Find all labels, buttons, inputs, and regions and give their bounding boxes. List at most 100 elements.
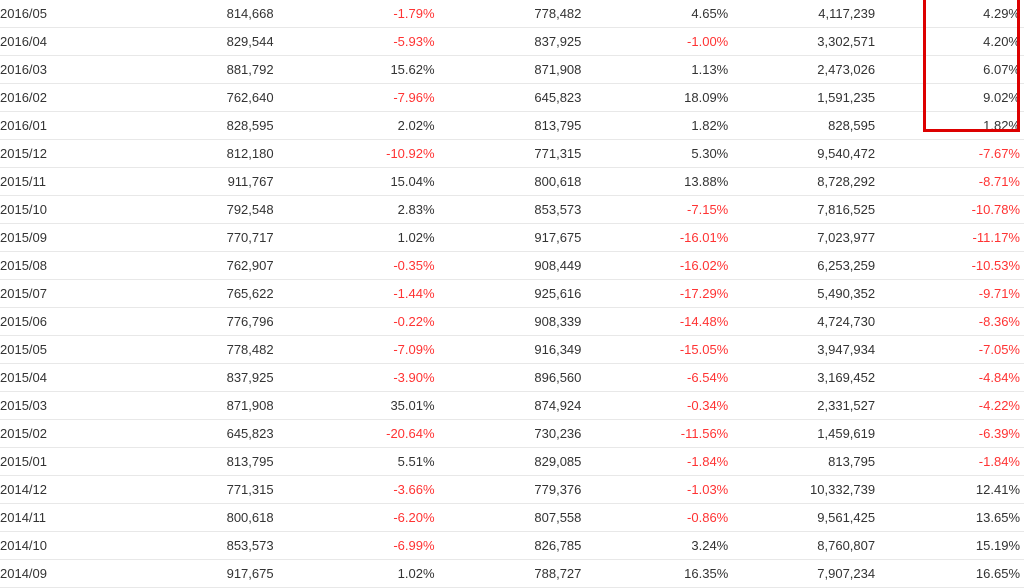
prior-volume-cell: 829,085 (434, 447, 582, 476)
volume-cell: 776,796 (150, 307, 274, 336)
period-cell: 2014/09 (0, 559, 151, 588)
table-row: 2016/04 829,544 -5.93% 837,925 -1.00% 3,302,5… (0, 27, 1024, 56)
prior-volume-cell: 813,795 (434, 111, 582, 140)
prior-change-cell: -15.05% (581, 335, 729, 364)
cumulative-change-cell: 1.82% (875, 111, 1024, 140)
cumulative-cell: 2,473,026 (728, 55, 876, 84)
table-row: 2015/01 813,795 5.51% 829,085 -1.84% 813,795-… (0, 447, 1024, 476)
period-cell: 2015/11 (0, 167, 151, 196)
table-row: 2015/12 812,180 -10.92% 771,315 5.30% 9,540,4… (0, 139, 1024, 168)
volume-cell: 762,907 (150, 251, 274, 280)
volume-change-cell: 35.01% (273, 391, 435, 420)
prior-volume-cell: 645,823 (434, 83, 582, 112)
period-cell: 2015/08 (0, 251, 151, 280)
cumulative-cell: 3,302,571 (728, 27, 876, 56)
volume-change-cell: -0.35% (273, 251, 435, 280)
cumulative-cell: 4,117,239 (728, 0, 876, 28)
prior-volume-cell: 730,236 (434, 419, 582, 448)
prior-change-cell: -17.29% (581, 279, 729, 308)
volume-change-cell: 15.04% (273, 167, 435, 196)
volume-cell: 771,315 (150, 475, 274, 504)
period-cell: 2016/03 (0, 55, 151, 84)
prior-volume-cell: 788,727 (434, 559, 582, 588)
cumulative-cell: 10,332,739 (728, 475, 876, 504)
prior-volume-cell: 871,908 (434, 55, 582, 84)
volume-change-cell: 5.51% (273, 447, 435, 476)
period-cell: 2016/01 (0, 111, 151, 140)
volume-change-cell: 15.62% (273, 55, 435, 84)
prior-change-cell: 1.82% (581, 111, 729, 140)
volume-cell: 911,767 (150, 167, 274, 196)
prior-change-cell: -1.84% (581, 447, 729, 476)
volume-change-cell: -1.44% (273, 279, 435, 308)
volume-cell: 853,573 (150, 531, 274, 560)
period-cell: 2014/12 (0, 475, 151, 504)
prior-change-cell: -6.54% (581, 363, 729, 392)
period-cell: 2016/02 (0, 83, 151, 112)
cumulative-cell: 8,760,807 (728, 531, 876, 560)
volume-change-cell: 1.02% (273, 559, 435, 588)
volume-cell: 829,544 (150, 27, 274, 56)
prior-change-cell: -7.15% (581, 195, 729, 224)
prior-change-cell: -16.01% (581, 223, 729, 252)
prior-volume-cell: 916,349 (434, 335, 582, 364)
cumulative-cell: 3,947,934 (728, 335, 876, 364)
volume-change-cell: 2.02% (273, 111, 435, 140)
cumulative-cell: 7,023,977 (728, 223, 876, 252)
volume-cell: 812,180 (150, 139, 274, 168)
period-cell: 2014/10 (0, 531, 151, 560)
prior-volume-cell: 800,618 (434, 167, 582, 196)
period-cell: 2015/12 (0, 139, 151, 168)
table-row: 2015/07 765,622 -1.44% 925,616 -17.29% 5,490,… (0, 279, 1024, 308)
prior-volume-cell: 853,573 (434, 195, 582, 224)
cumulative-change-cell: -9.71% (875, 279, 1024, 308)
volume-cell: 770,717 (150, 223, 274, 252)
volume-change-cell: -3.90% (273, 363, 435, 392)
prior-volume-cell: 896,560 (434, 363, 582, 392)
table-row: 2015/03 871,908 35.01% 874,924 -0.34% 2,331,5… (0, 391, 1024, 420)
prior-change-cell: -0.86% (581, 503, 729, 532)
cumulative-change-cell: 12.41% (875, 475, 1024, 504)
volume-cell: 813,795 (150, 447, 274, 476)
volume-cell: 837,925 (150, 363, 274, 392)
cumulative-change-cell: 13.65% (875, 503, 1024, 532)
prior-volume-cell: 826,785 (434, 531, 582, 560)
volume-change-cell: -6.20% (273, 503, 435, 532)
prior-change-cell: 1.13% (581, 55, 729, 84)
prior-change-cell: -14.48% (581, 307, 729, 336)
period-cell: 2015/06 (0, 307, 151, 336)
period-cell: 2015/05 (0, 335, 151, 364)
cumulative-change-cell: -4.84% (875, 363, 1024, 392)
cumulative-change-cell: 16.65% (875, 559, 1024, 588)
cumulative-cell: 828,595 (728, 111, 876, 140)
table-row: 2014/12 771,315 -3.66% 779,376 -1.03% 10,332,… (0, 475, 1024, 504)
cumulative-change-cell: -8.71% (875, 167, 1024, 196)
prior-change-cell: -11.56% (581, 419, 729, 448)
prior-change-cell: -0.34% (581, 391, 729, 420)
prior-volume-cell: 874,924 (434, 391, 582, 420)
period-cell: 2014/11 (0, 503, 151, 532)
table-row: 2016/02 762,640 -7.96% 645,823 18.09% 1,591,2… (0, 83, 1024, 112)
volume-change-cell: -0.22% (273, 307, 435, 336)
prior-volume-cell: 807,558 (434, 503, 582, 532)
table-row: 2016/05 814,668 -1.79% 778,482 4.65% 4,117,23… (0, 0, 1024, 28)
volume-cell: 800,618 (150, 503, 274, 532)
table-row: 2015/04 837,925 -3.90% 896,560 -6.54% 3,169,4… (0, 363, 1024, 392)
cumulative-change-cell: -11.17% (875, 223, 1024, 252)
volume-cell: 871,908 (150, 391, 274, 420)
volume-cell: 765,622 (150, 279, 274, 308)
prior-change-cell: 18.09% (581, 83, 729, 112)
volume-change-cell: -5.93% (273, 27, 435, 56)
prior-volume-cell: 771,315 (434, 139, 582, 168)
cumulative-cell: 5,490,352 (728, 279, 876, 308)
prior-change-cell: -16.02% (581, 251, 729, 280)
volume-cell: 814,668 (150, 0, 274, 28)
table-row: 2015/10 792,548 2.83% 853,573 -7.15% 7,816,52… (0, 195, 1024, 224)
table-row: 2015/11 911,767 15.04% 800,618 13.88% 8,728,2… (0, 167, 1024, 196)
prior-change-cell: 3.24% (581, 531, 729, 560)
cumulative-cell: 3,169,452 (728, 363, 876, 392)
cumulative-change-cell: -6.39% (875, 419, 1024, 448)
period-cell: 2016/05 (0, 0, 151, 28)
cumulative-change-cell: -8.36% (875, 307, 1024, 336)
